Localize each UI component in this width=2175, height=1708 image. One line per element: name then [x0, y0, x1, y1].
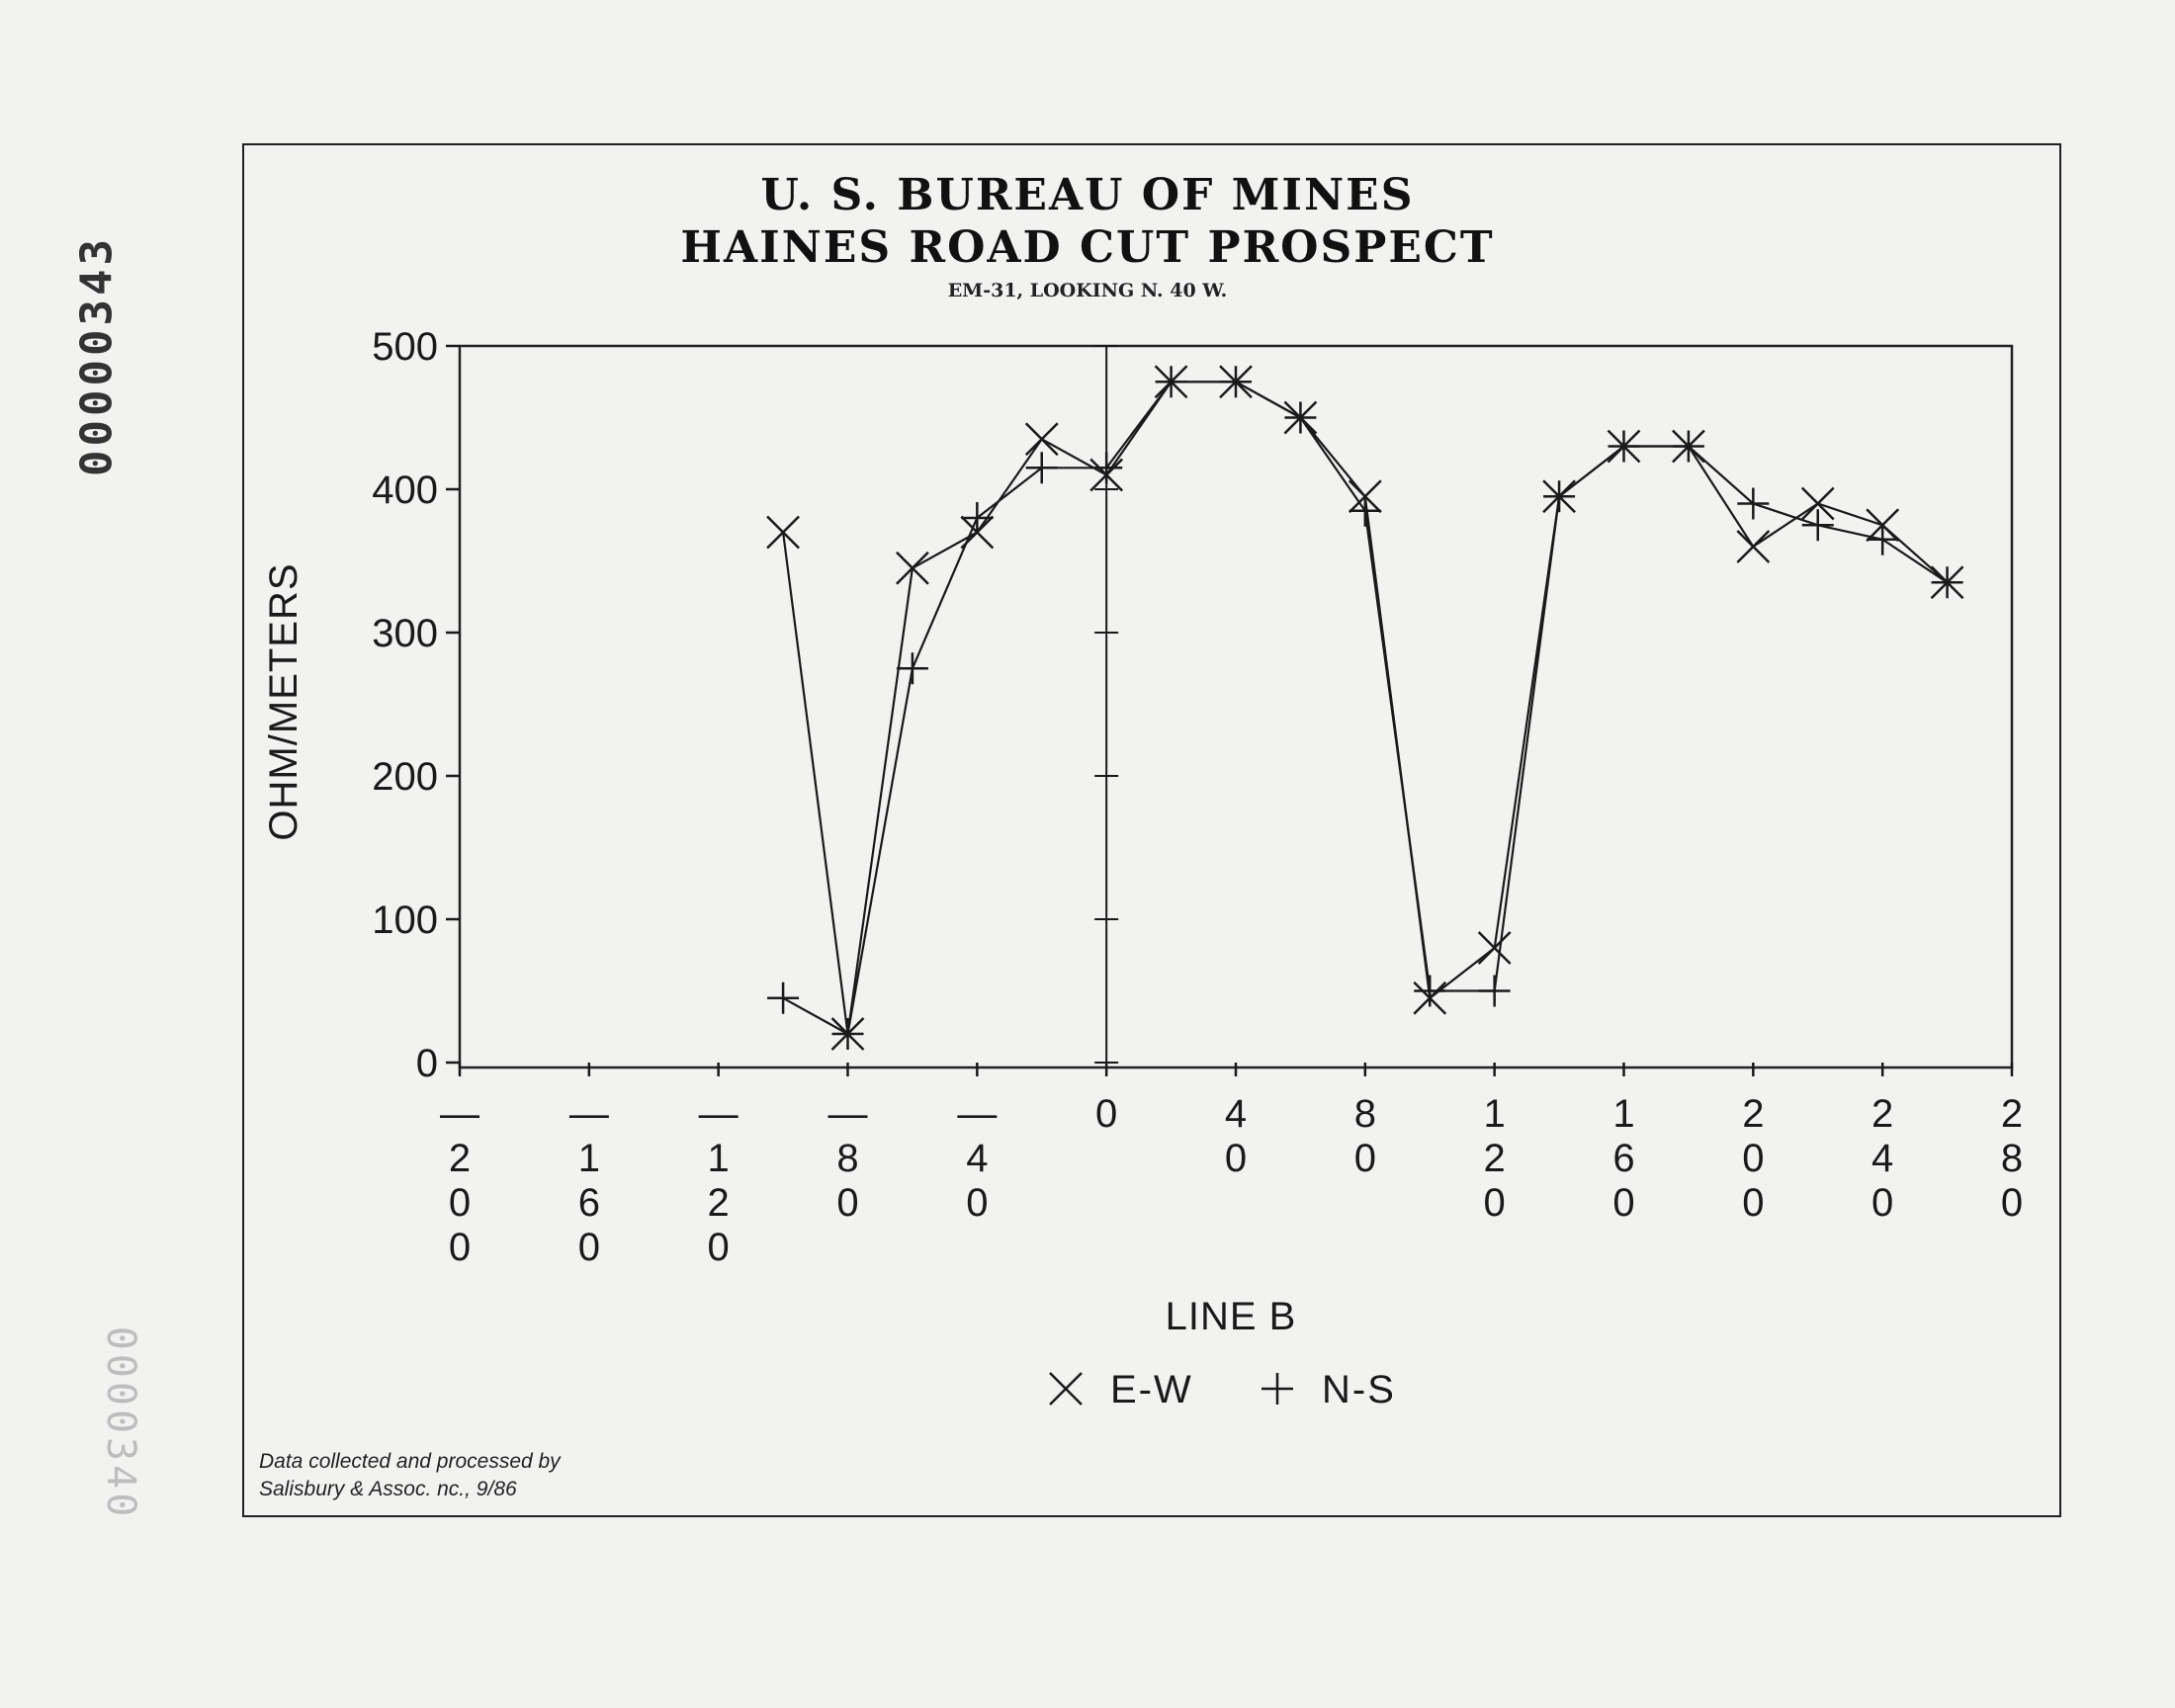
legend-label-ew: E-W: [1110, 1368, 1193, 1411]
data-point-ns: [896, 652, 928, 685]
data-point-ns: [1478, 975, 1511, 1007]
series-line-ew: [782, 381, 1949, 1035]
y-tick-label: 400: [372, 469, 438, 512]
data-point-ns: [831, 1018, 864, 1050]
y-axis-ticks: 0 100 200 300 400 500: [372, 325, 460, 1085]
data-point-ew: [1800, 486, 1835, 521]
data-point-ns: [1608, 430, 1640, 463]
y-tick-label: 100: [372, 898, 438, 942]
x-tick-label: —1 2 0: [699, 1092, 739, 1269]
legend-label-ns: N-S: [1322, 1368, 1396, 1411]
data-point-ns: [1672, 430, 1704, 463]
legend-marker-ew: [1049, 1372, 1083, 1406]
y-axis-title: OHM/METERS: [262, 562, 305, 840]
x-axis-title: LINE B: [1166, 1295, 1297, 1338]
data-point-ns: [1543, 480, 1576, 513]
data-point-ew: [1736, 530, 1771, 563]
data-point-ew: [1024, 422, 1059, 457]
figure-frame: [242, 143, 2061, 1517]
x-tick-label: —1 6 0: [569, 1092, 609, 1269]
data-credit: Data collected and processed by Salisbur…: [259, 1448, 561, 1503]
credit-line-2: Salisbury & Assoc. nc., 9/86: [259, 1478, 517, 1500]
y-tick-label: 500: [372, 325, 438, 369]
credit-line-1: Data collected and processed by: [259, 1450, 561, 1473]
data-point-ns: [1090, 452, 1123, 484]
data-point-ns: [1155, 366, 1187, 398]
data-point-ew: [766, 515, 800, 550]
legend-marker-ns: [1262, 1373, 1293, 1405]
chart-subtitle: EM-31, LOOKING N. 40 W.: [947, 280, 1228, 301]
plot-area-frame: [458, 344, 2014, 1069]
data-series: [766, 365, 1964, 1051]
data-point-ns: [1737, 487, 1770, 520]
data-point-ns: [1801, 509, 1834, 542]
data-point-ns: [961, 502, 994, 534]
y-tick-label: 300: [372, 612, 438, 655]
x-tick-label: —8 0: [828, 1092, 868, 1225]
data-point-ew: [1477, 931, 1512, 965]
chart-title-line2: HAINES ROAD CUT PROSPECT: [680, 222, 1495, 273]
data-point-ns: [767, 982, 800, 1014]
x-tick-label: 0: [1095, 1092, 1117, 1136]
data-point-ns: [1931, 566, 1963, 599]
x-tick-label: —4 0: [957, 1092, 997, 1225]
data-point-ns: [1025, 452, 1058, 484]
data-point-ns: [1414, 975, 1446, 1007]
x-tick-label: —2 0 0: [440, 1092, 479, 1269]
y-tick-label: 200: [372, 755, 438, 799]
series-line-ns: [782, 381, 1949, 1036]
x-axis-ticks: —2 0 0 — 1 6 0 — 1 2 0 — 8 0 — 4 0 0 4 0 8 0 1 2 0 1 6 0 2 0 0 2 4 0 2 8 0: [440, 1063, 2023, 1269]
data-point-ns: [1867, 523, 1899, 555]
data-point-ns: [1284, 401, 1317, 434]
chart-title-line1: U. S. BUREAU OF MINES: [760, 170, 1415, 220]
y-tick-label: 0: [416, 1042, 438, 1085]
legend: E-W N-S: [1049, 1368, 1396, 1411]
data-point-ns: [1220, 366, 1252, 398]
data-point-ew: [896, 551, 929, 585]
data-point-ns: [1348, 494, 1381, 527]
